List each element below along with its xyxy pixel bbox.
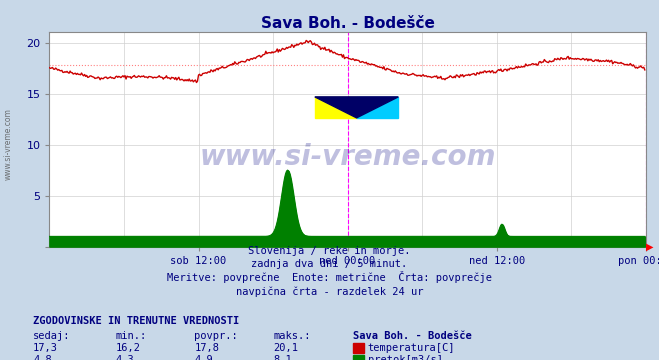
- Text: povpr.:: povpr.:: [194, 331, 238, 341]
- Text: Slovenija / reke in morje.: Slovenija / reke in morje.: [248, 246, 411, 256]
- Text: www.si-vreme.com: www.si-vreme.com: [200, 143, 496, 171]
- Text: 17,3: 17,3: [33, 343, 58, 353]
- Text: temperatura[C]: temperatura[C]: [368, 343, 455, 353]
- Text: 4,8: 4,8: [33, 355, 51, 360]
- Text: Sava Boh. - Bodešče: Sava Boh. - Bodešče: [353, 331, 471, 341]
- Text: 17,8: 17,8: [194, 343, 219, 353]
- Text: 8,1: 8,1: [273, 355, 292, 360]
- Text: 4,9: 4,9: [194, 355, 213, 360]
- FancyBboxPatch shape: [357, 97, 398, 118]
- Text: www.si-vreme.com: www.si-vreme.com: [3, 108, 13, 180]
- FancyBboxPatch shape: [315, 97, 357, 118]
- Text: 4,3: 4,3: [115, 355, 134, 360]
- Text: ZGODOVINSKE IN TRENUTNE VREDNOSTI: ZGODOVINSKE IN TRENUTNE VREDNOSTI: [33, 316, 239, 326]
- Text: maks.:: maks.:: [273, 331, 311, 341]
- Text: min.:: min.:: [115, 331, 146, 341]
- Text: 20,1: 20,1: [273, 343, 299, 353]
- Title: Sava Boh. - Bodešče: Sava Boh. - Bodešče: [261, 16, 434, 31]
- Text: navpična črta - razdelek 24 ur: navpična črta - razdelek 24 ur: [236, 286, 423, 297]
- Text: Meritve: povprečne  Enote: metrične  Črta: povprečje: Meritve: povprečne Enote: metrične Črta:…: [167, 271, 492, 283]
- Text: zadnja dva dni / 5 minut.: zadnja dva dni / 5 minut.: [251, 260, 408, 270]
- Text: sedaj:: sedaj:: [33, 331, 71, 341]
- Polygon shape: [315, 97, 398, 118]
- Text: ▶: ▶: [646, 242, 653, 252]
- Text: 16,2: 16,2: [115, 343, 140, 353]
- Text: pretok[m3/s]: pretok[m3/s]: [368, 355, 443, 360]
